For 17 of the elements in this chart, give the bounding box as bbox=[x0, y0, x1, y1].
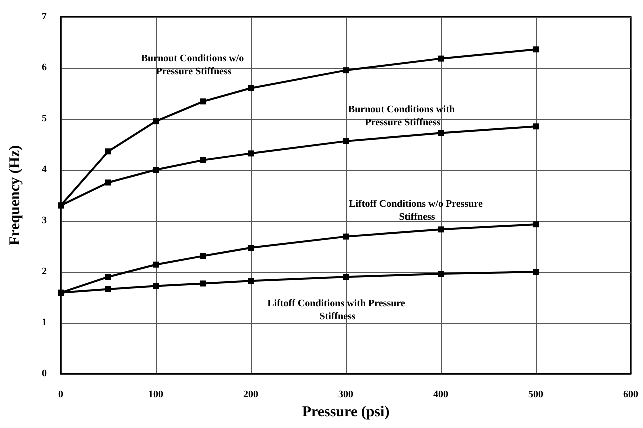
x-tick-label: 400 bbox=[434, 390, 448, 400]
y-tick-label: 5 bbox=[42, 114, 47, 124]
x-tick-label: 0 bbox=[58, 390, 64, 400]
x-axis-title: Pressure (psi) bbox=[302, 404, 390, 420]
x-tick-label: 500 bbox=[528, 390, 544, 400]
y-tick-label: 1 bbox=[42, 318, 47, 328]
y-tick-label: 3 bbox=[42, 216, 47, 226]
y-tick-label: 0 bbox=[42, 368, 47, 380]
y-tick-label: 2 bbox=[42, 266, 47, 278]
x-tick-label: 100 bbox=[148, 390, 164, 400]
x-tick-label: 200 bbox=[244, 390, 258, 400]
x-tick-label: 600 bbox=[624, 390, 638, 400]
y-axis-title: Frequency (Hz) bbox=[8, 145, 24, 246]
y-tick-label: 4 bbox=[42, 164, 47, 176]
y-tick-label: 7 bbox=[42, 12, 47, 22]
y-tick-label: 6 bbox=[42, 62, 47, 74]
x-tick-label: 300 bbox=[338, 390, 354, 400]
